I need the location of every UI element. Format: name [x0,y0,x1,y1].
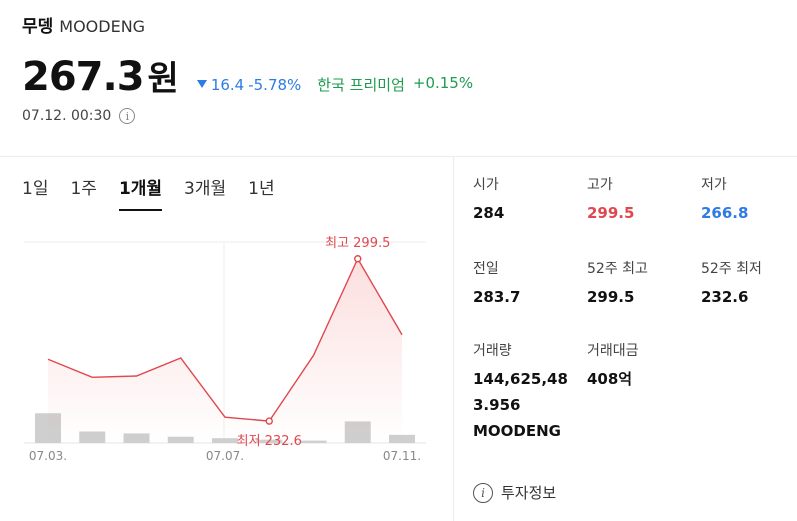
price-change: 16.4 -5.78% [196,76,302,94]
max-price-label: 최고 299.5 [325,236,390,251]
stat-volume: 거래량 144,625,48 3.956 MOODENG [473,340,568,442]
x-tick-label: 07.07. [206,449,244,463]
stat-value: 232.6 [701,288,749,306]
premium-label: 한국 프리미엄 [317,76,405,94]
down-triangle-icon [196,80,207,88]
stat-trade-amount: 거래대금 408억 [587,340,639,390]
stat-label: 거래대금 [587,343,639,359]
stat-label: 52주 최저 [701,261,762,277]
stat-value: 266.8 [701,204,749,222]
volume-line-3: MOODENG [473,422,561,440]
price-row: 267.3 원 16.4 -5.78% 한국 프리미엄 +0.15% [22,51,473,100]
stat-value: 144,625,48 3.956 MOODENG [473,368,568,442]
tab-3months[interactable]: 3개월 [184,179,227,199]
timestamp-row: 07.12. 00:30 i [22,108,473,124]
x-tick-label: 07.11. [383,449,421,463]
tab-1day[interactable]: 1일 [22,179,49,199]
stat-value: 299.5 [587,204,635,222]
header-divider [0,156,797,157]
stat-value: 408억 [587,370,633,388]
min-price-label: 최저 232.6 [237,434,302,449]
stat-open: 시가 284 [473,174,504,224]
period-tabs: 1일 1주 1개월 3개월 1년 [22,174,297,211]
coin-symbol: MOODENG [59,17,146,36]
stat-label: 전일 [473,261,499,277]
stat-label: 거래량 [473,343,512,359]
extreme-markers: 최고 299.5 최저 232.6 [237,236,391,449]
coin-name-korean: 무뎅 [22,17,54,37]
volume-line-1: 144,625,48 [473,370,568,388]
max-point-marker [354,255,362,263]
stat-label: 저가 [701,177,727,193]
stat-value: 284 [473,204,505,222]
korea-premium: 한국 프리미엄 +0.15% [317,74,473,95]
min-point-marker [265,417,273,425]
change-percent: -5.78% [248,76,302,94]
tab-1week[interactable]: 1주 [70,179,97,199]
change-amount: 16.4 [210,76,245,94]
price-line [47,257,403,422]
stat-52w-high: 52주 최고 299.5 [587,258,648,308]
premium-value: +0.15% [412,74,474,92]
info-icon[interactable]: i [119,108,136,124]
price-area [48,258,402,443]
stat-prev-close: 전일 283.7 [473,258,520,308]
current-price: 267.3 [22,54,145,100]
stat-label: 52주 최고 [587,261,648,277]
volume-line-2: 3.956 [473,396,521,414]
x-axis-ticks: 07.03. 07.07. 07.11. [29,449,421,463]
price-unit: 원 [147,59,179,99]
tab-1month[interactable]: 1개월 [118,174,163,211]
stat-label: 시가 [473,177,499,193]
investment-info-label: 투자정보 [501,484,557,502]
investment-info-link[interactable]: i 투자정보 [473,482,556,503]
coin-name-row: 무뎅 MOODENG [22,12,473,37]
price-chart[interactable]: 최고 299.5 최저 232.6 07.03. 07.07. 07.11. [20,230,430,470]
coin-header: 무뎅 MOODENG 267.3 원 16.4 -5.78% 한국 프리미엄 +… [22,12,473,124]
stat-label: 고가 [587,177,613,193]
panel-divider [453,157,454,521]
stat-low: 저가 266.8 [701,174,748,224]
x-tick-label: 07.03. [29,449,67,463]
stat-value: 283.7 [473,288,521,306]
stat-value: 299.5 [587,288,635,306]
timestamp: 07.12. 00:30 [22,108,112,124]
stat-high: 고가 299.5 [587,174,634,224]
tab-1year[interactable]: 1년 [248,179,275,199]
info-icon: i [473,482,493,503]
stat-52w-low: 52주 최저 232.6 [701,258,762,308]
